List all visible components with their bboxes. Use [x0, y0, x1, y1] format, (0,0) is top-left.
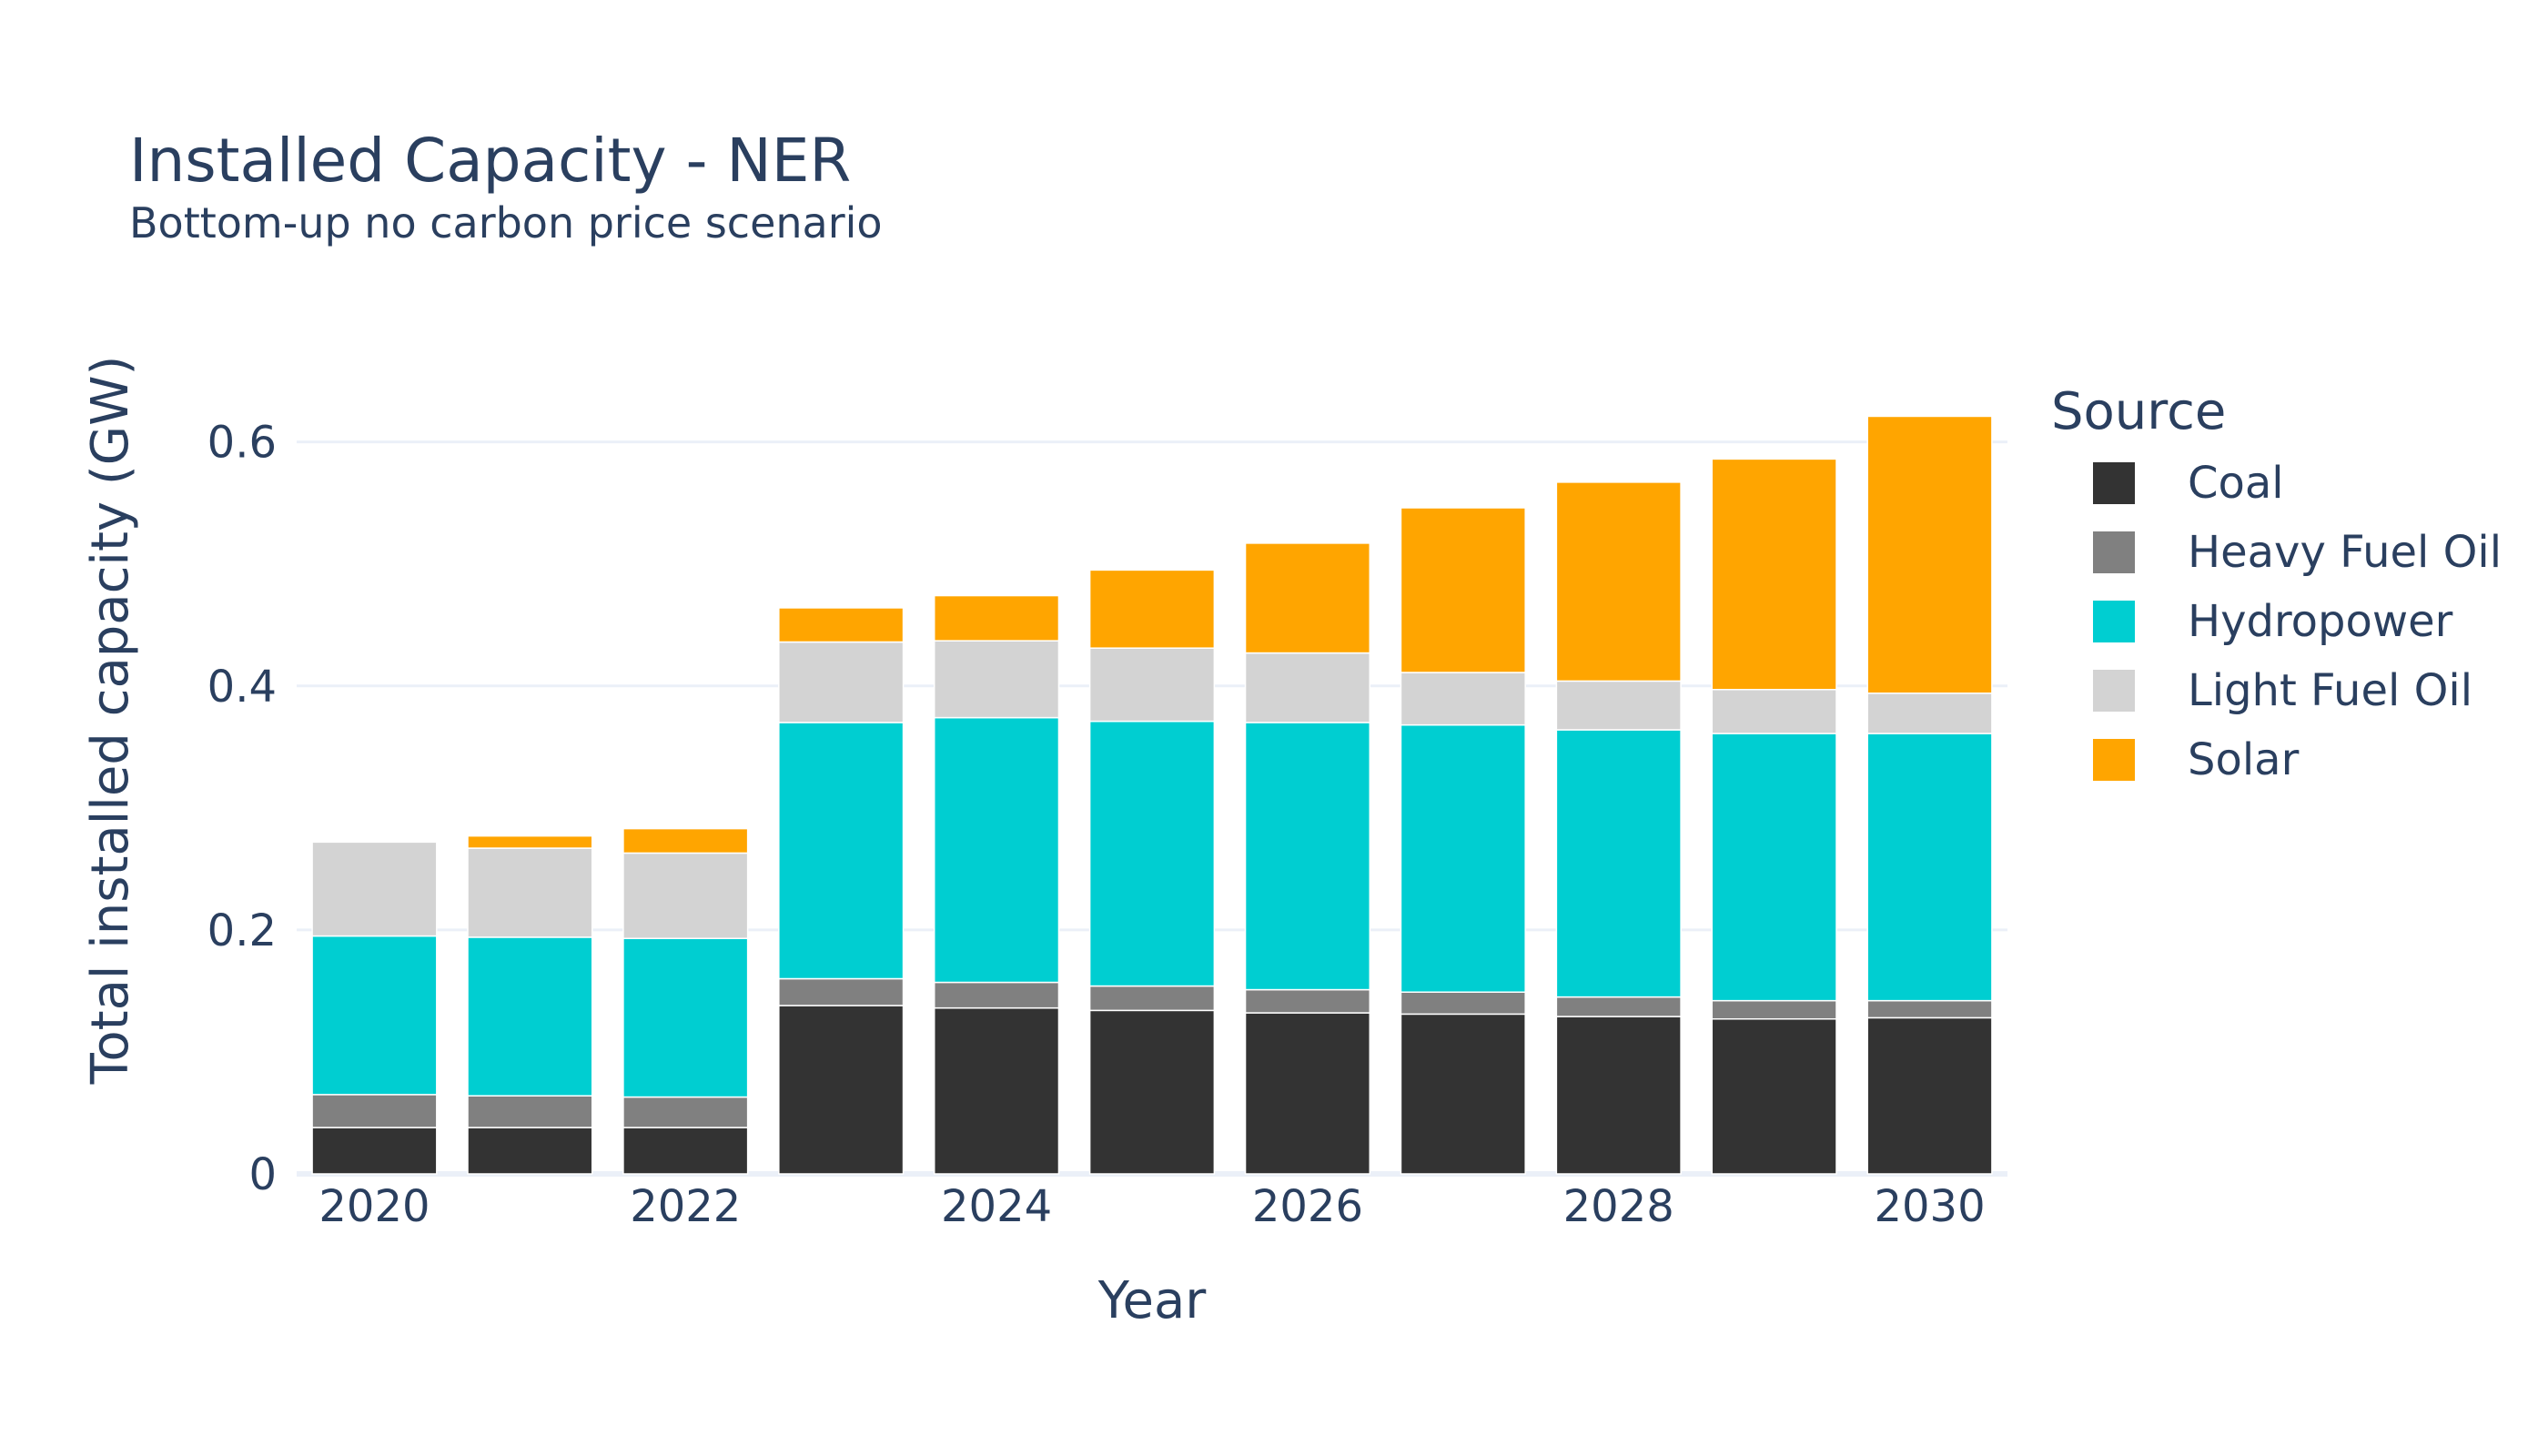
bar-segment-heavy-fuel-oil[interactable]	[1555, 996, 1682, 1017]
legend-swatch	[2093, 462, 2135, 504]
bar-segment-heavy-fuel-oil[interactable]	[311, 1094, 438, 1128]
x-tick-label: 2020	[318, 1181, 430, 1232]
legend-title: Source	[2051, 382, 2227, 441]
legend-label: Light Fuel Oil	[2188, 665, 2473, 716]
bar-segment-light-fuel-oil[interactable]	[778, 641, 905, 723]
bar-segment-hydropower[interactable]	[1866, 733, 1993, 1002]
bar-segment-light-fuel-oil[interactable]	[1400, 672, 1526, 726]
legend-swatch	[2093, 670, 2135, 712]
bar-segment-coal[interactable]	[933, 1006, 1060, 1175]
y-tick-labels: 0 0.2 0.4 0.6	[207, 418, 277, 1200]
bar-segment-solar[interactable]	[1866, 415, 1993, 694]
bar-segment-hydropower[interactable]	[311, 935, 438, 1096]
bar-segment-solar[interactable]	[1400, 507, 1526, 673]
bar-segment-heavy-fuel-oil[interactable]	[1866, 999, 1993, 1019]
bar-segment-solar[interactable]	[1711, 458, 1837, 691]
bar-segment-hydropower[interactable]	[1400, 723, 1526, 993]
bars	[311, 415, 1993, 1175]
chart-subtitle: Bottom-up no carbon price scenario	[129, 198, 883, 248]
bar-segment-coal[interactable]	[1555, 1016, 1682, 1175]
bar-segment-light-fuel-oil[interactable]	[1555, 680, 1682, 731]
bar-segment-light-fuel-oil[interactable]	[622, 852, 749, 940]
bar-segment-coal[interactable]	[622, 1127, 749, 1175]
x-tick-label: 2022	[630, 1181, 741, 1232]
bar-segment-hydropower[interactable]	[1088, 720, 1216, 987]
bar-segment-solar[interactable]	[1244, 542, 1371, 654]
bar-segment-solar[interactable]	[467, 834, 593, 849]
bar-segment-light-fuel-oil[interactable]	[311, 841, 438, 937]
bar-segment-light-fuel-oil[interactable]	[1088, 647, 1216, 723]
bar-segment-heavy-fuel-oil[interactable]	[1088, 985, 1216, 1012]
bar-segment-light-fuel-oil[interactable]	[467, 847, 593, 938]
bar-segment-heavy-fuel-oil[interactable]	[933, 981, 1060, 1009]
y-tick-label: 0.4	[207, 662, 277, 713]
bar-segment-coal[interactable]	[467, 1127, 593, 1175]
legend-swatch	[2093, 739, 2135, 781]
bar-segment-heavy-fuel-oil[interactable]	[1244, 988, 1371, 1014]
y-tick-label: 0.6	[207, 418, 277, 469]
bar-segment-coal[interactable]	[1400, 1013, 1526, 1175]
bar-segment-light-fuel-oil[interactable]	[1711, 689, 1837, 734]
chart-title: Installed Capacity - NER	[129, 126, 852, 196]
legend-item-heavy-fuel-oil[interactable]: Heavy Fuel Oil	[2051, 518, 2502, 587]
bar-segment-light-fuel-oil[interactable]	[1866, 693, 1993, 734]
bar-segment-coal[interactable]	[1088, 1009, 1216, 1175]
legend-item-coal[interactable]: Coal	[2051, 449, 2502, 518]
bar-segment-heavy-fuel-oil[interactable]	[467, 1095, 593, 1128]
bar-segment-solar[interactable]	[1555, 481, 1682, 682]
bar-segment-coal[interactable]	[1244, 1012, 1371, 1175]
bar-segment-heavy-fuel-oil[interactable]	[622, 1096, 749, 1128]
x-tick-label: 2024	[941, 1181, 1052, 1232]
legend-item-solar[interactable]: Solar	[2051, 725, 2502, 794]
legend-item-light-fuel-oil[interactable]: Light Fuel Oil	[2051, 656, 2502, 725]
bar-segment-hydropower[interactable]	[778, 722, 905, 980]
bar-segment-heavy-fuel-oil[interactable]	[1400, 991, 1526, 1016]
bar-segment-coal[interactable]	[778, 1005, 905, 1175]
bar-segment-hydropower[interactable]	[1244, 722, 1371, 991]
legend: Source Coal Heavy Fuel Oil Hydropower Li…	[2051, 382, 2502, 794]
legend-label: Hydropower	[2188, 596, 2453, 647]
bar-segment-hydropower[interactable]	[1711, 733, 1837, 1002]
bar-segment-coal[interactable]	[311, 1127, 438, 1175]
x-tick-label: 2028	[1563, 1181, 1674, 1232]
bar-segment-light-fuel-oil[interactable]	[1244, 652, 1371, 723]
legend-label: Coal	[2188, 458, 2284, 509]
x-axis-label: Year	[1097, 1271, 1208, 1330]
bar-segment-coal[interactable]	[1711, 1017, 1837, 1175]
bar-segment-solar[interactable]	[622, 827, 749, 854]
y-axis-label: Total installed capacity (GW)	[81, 356, 140, 1086]
y-tick-label: 0.2	[207, 905, 277, 956]
bar-segment-solar[interactable]	[778, 607, 905, 643]
bar-segment-solar[interactable]	[1088, 569, 1216, 649]
bar-segment-hydropower[interactable]	[622, 937, 749, 1098]
bar-segment-solar[interactable]	[933, 594, 1060, 642]
x-tick-label: 2026	[1252, 1181, 1363, 1232]
legend-item-hydropower[interactable]: Hydropower	[2051, 587, 2502, 656]
bar-segment-coal[interactable]	[1866, 1016, 1993, 1175]
x-tick-label: 2030	[1874, 1181, 1985, 1232]
bar-segment-hydropower[interactable]	[467, 936, 593, 1097]
legend-swatch	[2093, 531, 2135, 573]
bar-segment-hydropower[interactable]	[933, 716, 1060, 984]
legend-swatch	[2093, 601, 2135, 642]
x-tick-labels: 2020 2022 2024 2026 2028 2030	[318, 1181, 1985, 1232]
bar-segment-light-fuel-oil[interactable]	[933, 640, 1060, 719]
y-tick-label: 0	[248, 1149, 277, 1200]
bar-segment-heavy-fuel-oil[interactable]	[1711, 999, 1837, 1020]
bar-segment-hydropower[interactable]	[1555, 729, 1682, 998]
legend-label: Solar	[2188, 734, 2300, 785]
bar-segment-heavy-fuel-oil[interactable]	[778, 977, 905, 1006]
legend-label: Heavy Fuel Oil	[2188, 527, 2502, 578]
